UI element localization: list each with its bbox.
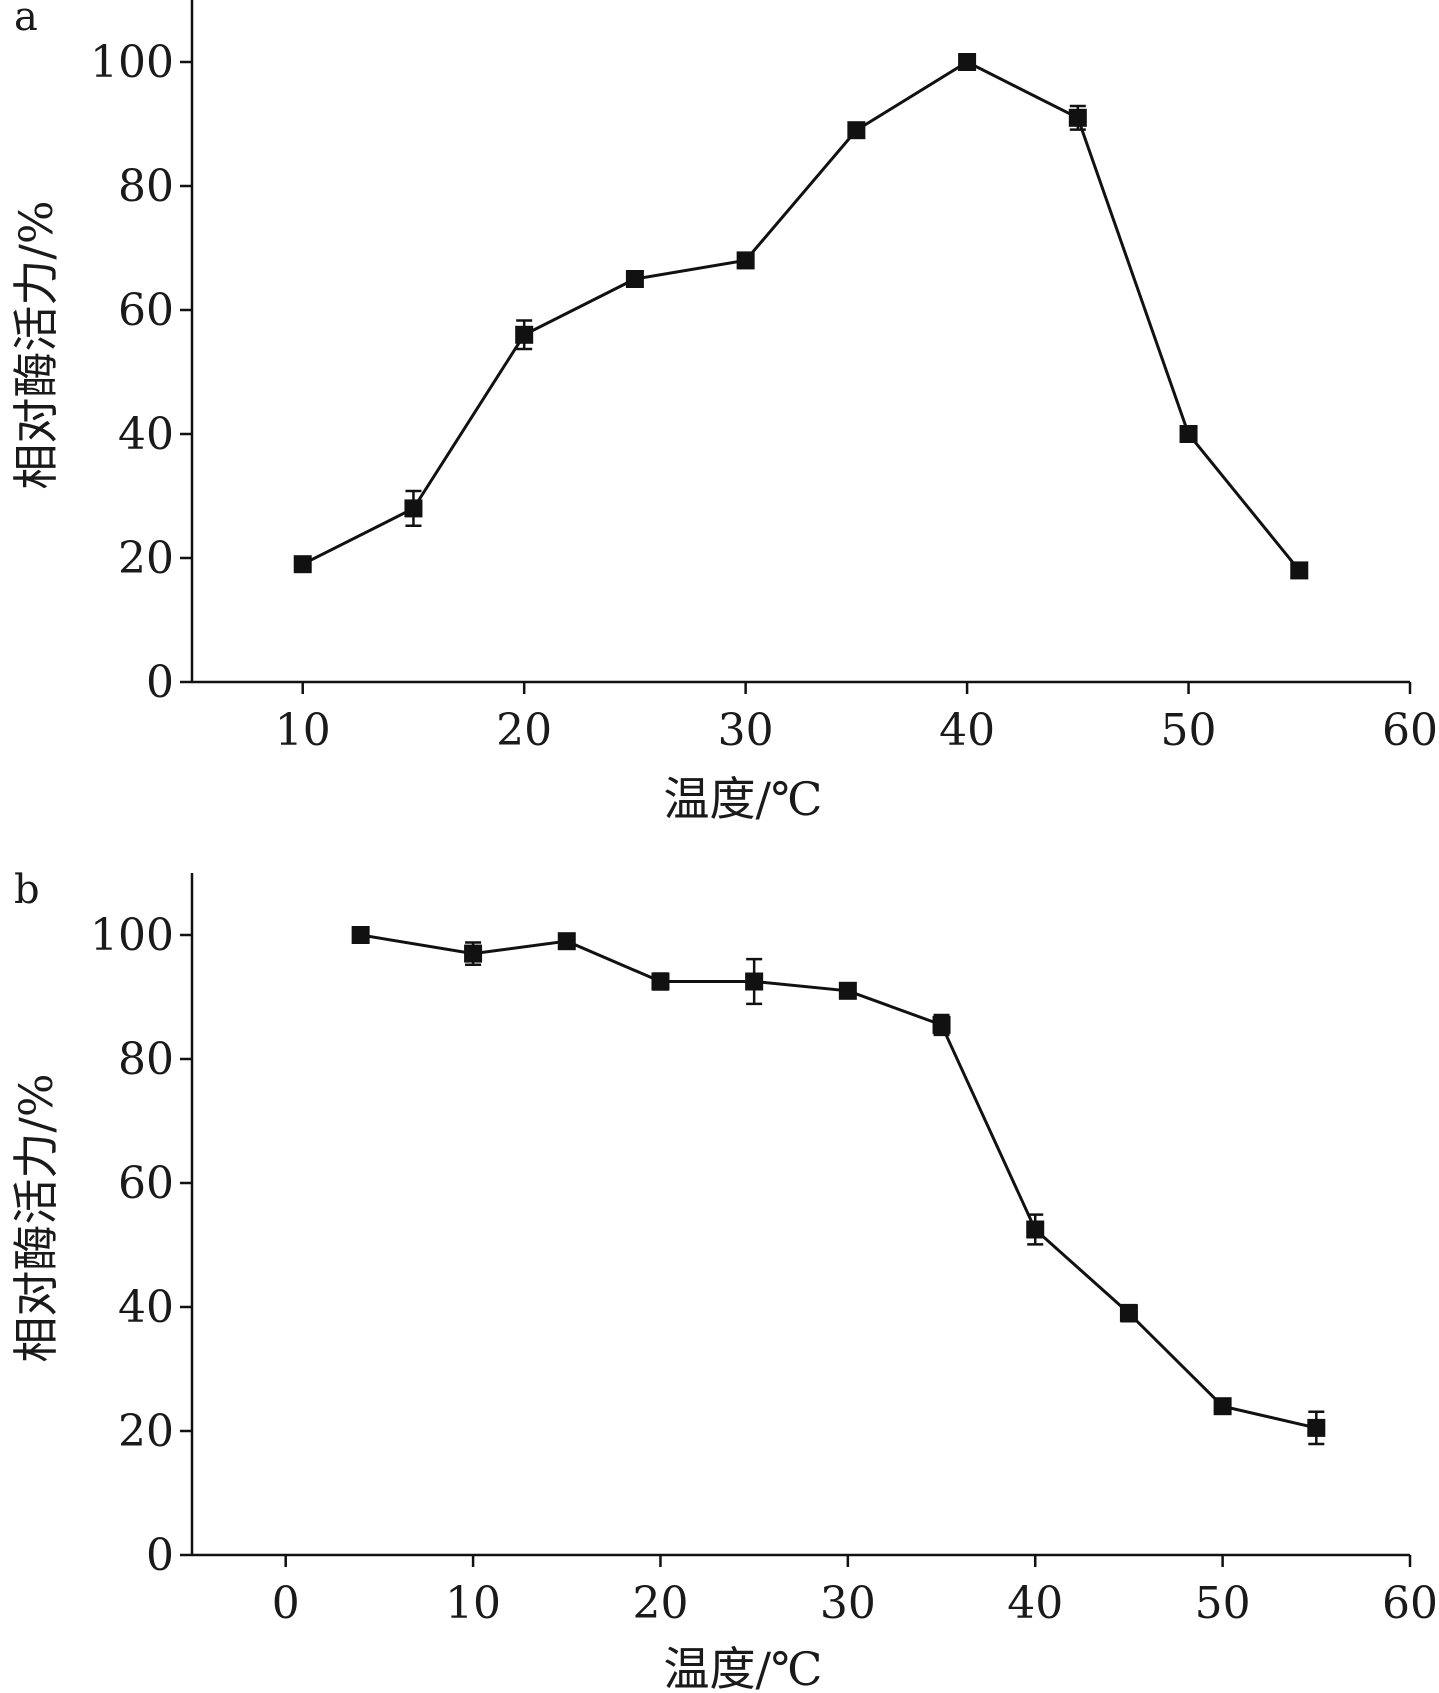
data-point <box>745 972 764 991</box>
x-tick-label: 20 <box>632 1578 688 1629</box>
data-point <box>1179 425 1198 443</box>
data-point <box>838 981 857 1000</box>
y-tick-label: 0 <box>146 1530 174 1581</box>
data-point <box>464 944 483 963</box>
x-tick-label: 30 <box>820 1578 876 1629</box>
x-tick-label: 30 <box>718 705 774 756</box>
x-tick-label: 50 <box>1195 1578 1251 1629</box>
y-tick-label: 0 <box>146 657 174 708</box>
y-tick-label: 100 <box>90 37 174 88</box>
y-tick-label: 100 <box>90 910 174 961</box>
x-tick-label: 50 <box>1161 705 1217 756</box>
chart-panel-a: a 相对酶活力/% 温度/℃ 0 20 40 60 80 100 10 20 30 40 50 60 <box>9 0 1438 826</box>
x-tick-label: 40 <box>1007 1578 1063 1629</box>
data-point <box>651 972 670 991</box>
y-axis-title-a: 相对酶活力/% <box>9 200 63 489</box>
x-axis-title-b: 温度/℃ <box>664 1642 823 1693</box>
x-tick-label: 10 <box>275 705 331 756</box>
data-point <box>1213 1397 1232 1416</box>
y-tick-label: 40 <box>118 1282 174 1333</box>
data-point <box>736 251 755 270</box>
data-point <box>958 53 977 71</box>
series-line <box>360 933 1317 1430</box>
x-tick-label: 20 <box>496 705 552 756</box>
data-point <box>1119 1304 1138 1323</box>
data-point <box>625 270 644 288</box>
data-point <box>932 1015 951 1034</box>
y-tick-label: 80 <box>118 161 174 212</box>
series-line <box>302 60 1301 572</box>
data-point <box>404 499 423 518</box>
data-point <box>515 325 534 344</box>
data-point <box>847 121 866 140</box>
chart-panel-b: b 相对酶活力/% 温度/℃ 0 20 40 60 80 100 0 10 20 30 40 50 60 <box>9 867 1438 1693</box>
panel-label-a: a <box>14 0 38 40</box>
x-tick-label: 0 <box>272 1578 300 1629</box>
data-point <box>1068 108 1087 127</box>
data-point <box>293 555 312 574</box>
panel-label-b: b <box>14 867 40 913</box>
data-point <box>557 932 576 951</box>
data-point <box>1026 1220 1045 1239</box>
y-tick-label: 20 <box>118 533 174 584</box>
data-point <box>351 926 370 944</box>
x-tick-label: 60 <box>1382 705 1438 756</box>
y-tick-label: 20 <box>118 1406 174 1457</box>
y-axis-title-b: 相对酶活力/% <box>9 1073 63 1362</box>
y-tick-label: 60 <box>118 1158 174 1209</box>
y-tick-label: 80 <box>118 1034 174 1085</box>
x-tick-label: 60 <box>1382 1578 1438 1629</box>
data-point <box>1307 1418 1326 1437</box>
x-tick-label: 40 <box>939 705 995 756</box>
x-tick-label: 10 <box>445 1578 501 1629</box>
y-tick-label: 60 <box>118 285 174 336</box>
x-axis-title-a: 温度/℃ <box>664 772 823 826</box>
y-tick-label: 40 <box>118 409 174 460</box>
data-point <box>1290 561 1309 580</box>
